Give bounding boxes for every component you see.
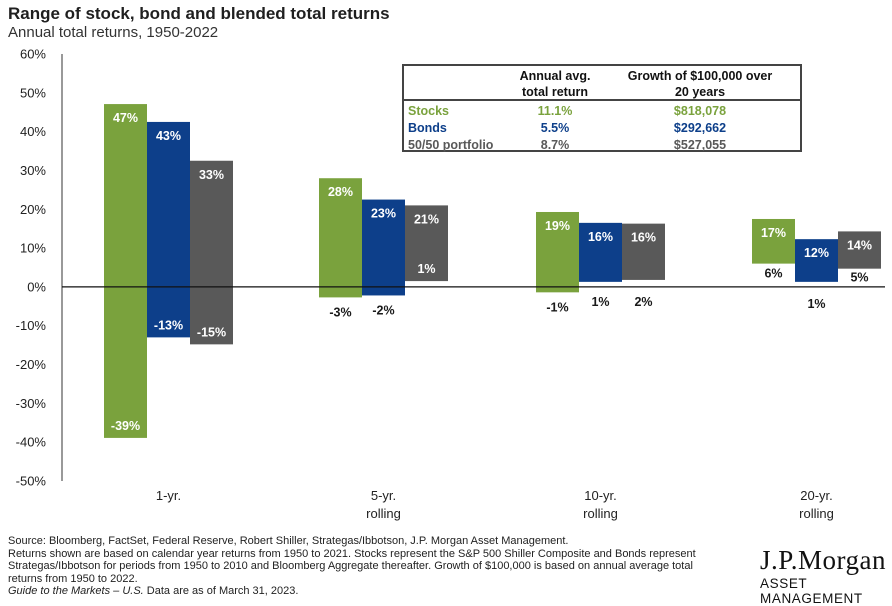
blend-low-label: 1% <box>417 262 435 276</box>
table-header-growth: Growth of $100,000 over 20 years <box>610 68 790 100</box>
stocks-high-label: 28% <box>328 185 353 199</box>
bonds-low-label: -2% <box>372 303 394 317</box>
stocks-low-label: -1% <box>546 300 568 314</box>
blend-range-bar <box>622 223 665 280</box>
table-header-growth-line2: 20 years <box>674 85 726 99</box>
bonds-low-label: -13% <box>154 318 183 332</box>
jpmorgan-logo: J.P.Morgan ASSET MANAGEMENT <box>760 545 892 606</box>
source-footnote: Source: Bloomberg, FactSet, Federal Rese… <box>8 535 728 598</box>
blend-low-label: 5% <box>850 271 868 285</box>
table-row-growth: $818,078 <box>673 104 727 118</box>
x-category-label-line2: rolling <box>799 506 834 521</box>
footnote-line: Source: Bloomberg, FactSet, Federal Rese… <box>8 535 569 547</box>
footnote-line: Returns shown are based on calendar year… <box>8 547 696 560</box>
bonds-high-label: 12% <box>804 246 829 260</box>
stocks-high-label: 47% <box>113 111 138 125</box>
blend-range-bar <box>190 160 233 345</box>
logo-subtitle: ASSET MANAGEMENT <box>760 576 863 606</box>
table-row-avg-return: 5.5% <box>540 121 570 135</box>
bonds-range-bar <box>147 121 190 338</box>
table-header-avg-line2: total return <box>522 85 588 99</box>
blend-high-label: 33% <box>199 168 224 182</box>
bonds-range-bar <box>579 222 622 282</box>
x-category-label-line2: rolling <box>366 506 401 521</box>
range-bar-chart: -50% -40% -30% -20% -10% 0% 10% 20% 30% 40% 50% 60%… <box>16 47 885 521</box>
blend-range-bar <box>838 231 881 269</box>
stocks-range-bar <box>752 218 795 264</box>
x-axis: 1-yr. 5-yr. rolling 10-yr. rolling 20-yr. roll… <box>156 488 834 521</box>
bonds-low-label: 1% <box>591 295 609 309</box>
bonds-low-label: 1% <box>807 297 825 311</box>
y-axis: -50% -40% -30% -20% -10% 0% 10% 20% 30% 40% 50% 60% <box>16 47 63 489</box>
table-row-label: 50/50 portfolio <box>408 138 494 152</box>
returns-summary-table: Annual avg. total return Growth of $100,… <box>402 64 802 152</box>
blend-high-label: 21% <box>414 212 439 226</box>
table-row-avg-return: 11.1% <box>537 104 573 118</box>
bonds-high-label: 43% <box>156 129 181 143</box>
table-header-avg-line1: Annual avg. <box>519 69 591 83</box>
bonds-high-label: 23% <box>371 207 396 221</box>
data-labels-layer: 47% -39% 28% -3% 19% -1% 17% 6% 43% -13% 23% -2% 16%… <box>62 111 885 433</box>
table-row-label: Stocks <box>408 104 449 118</box>
y-tick-label: -40% <box>16 435 47 450</box>
stocks-high-label: 19% <box>545 219 570 233</box>
y-tick-label: 50% <box>20 85 46 100</box>
bonds-range-bar <box>795 239 838 282</box>
table-header-growth-line1: Growth of $100,000 over <box>627 69 773 83</box>
guide-title: Guide to the Markets – U.S. <box>8 585 144 597</box>
stocks-low-label: -39% <box>111 419 140 433</box>
stocks-range-bar <box>536 211 579 293</box>
table-row-growth: $527,055 <box>673 138 727 152</box>
x-category-label: 10-yr. <box>584 488 617 503</box>
y-tick-label: 20% <box>20 202 46 217</box>
y-tick-label: 40% <box>20 124 46 139</box>
bars-layer <box>104 104 881 438</box>
bonds-range-bar <box>362 199 405 296</box>
table-row-growth: $292,662 <box>673 121 727 135</box>
footnote-line: returns from 1950 to 2022. <box>8 572 138 585</box>
y-tick-label: -10% <box>16 318 47 333</box>
blend-range-bar <box>405 205 448 282</box>
y-tick-label: -50% <box>16 474 47 489</box>
stocks-low-label: 6% <box>764 267 782 281</box>
x-category-label-line2: rolling <box>583 506 618 521</box>
x-category-label: 5-yr. <box>371 488 396 503</box>
y-tick-label: 30% <box>20 163 46 178</box>
table-row-avg-return: 8.7% <box>540 138 570 152</box>
y-tick-label: -20% <box>16 357 47 372</box>
y-tick-label: 0% <box>27 279 46 294</box>
stocks-low-label: -3% <box>329 305 351 319</box>
y-tick-label: -30% <box>16 396 47 411</box>
chart-title: Range of stock, bond and blended total r… <box>8 4 390 23</box>
table-row-label: Bonds <box>408 121 447 135</box>
chart-subtitle: Annual total returns, 1950-2022 <box>8 24 219 41</box>
y-tick-label: 60% <box>20 47 46 62</box>
logo-wordmark: J.P.Morgan <box>760 545 887 575</box>
bonds-high-label: 16% <box>588 230 613 244</box>
table-header-avg: Annual avg. total return <box>500 68 610 100</box>
stocks-range-bar <box>104 104 147 438</box>
data-date: Data are as of March 31, 2023. <box>143 585 299 597</box>
blend-high-label: 16% <box>631 231 656 245</box>
blend-low-label: 2% <box>634 295 652 309</box>
x-category-label: 20-yr. <box>800 488 833 503</box>
stocks-high-label: 17% <box>761 226 786 240</box>
table-header-divider <box>404 99 800 101</box>
y-tick-label: 10% <box>20 241 46 256</box>
footnote-line: Strategas/Ibbotson for periods from 1950… <box>8 560 693 572</box>
x-category-label: 1-yr. <box>156 488 181 503</box>
footnote-line: Guide to the Markets – U.S. Data are as … <box>8 585 728 598</box>
blend-low-label: -15% <box>197 325 226 339</box>
stocks-range-bar <box>319 178 362 298</box>
blend-high-label: 14% <box>847 238 872 252</box>
